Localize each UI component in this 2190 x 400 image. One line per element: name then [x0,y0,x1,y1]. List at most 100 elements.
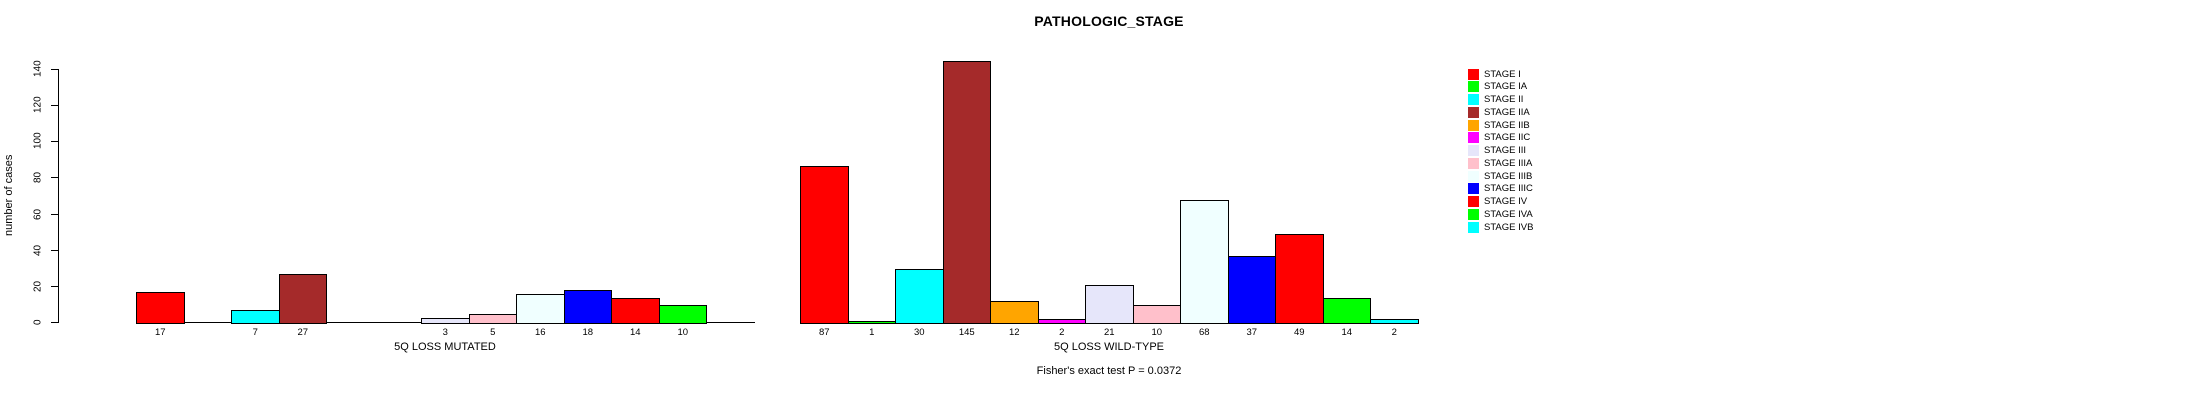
y-tick [51,322,58,323]
bar-value-label: 30 [913,327,925,338]
y-axis-line [58,69,59,323]
y-tick-label: 60 [32,208,44,220]
bar-stage-iiib [516,294,565,324]
legend-label: STAGE IIA [1484,106,1530,118]
bar-stage-iiia [468,314,517,324]
bar-value-label: 10 [1151,327,1163,338]
legend-label: STAGE IVB [1484,221,1534,233]
bar-value-label: 10 [677,327,689,338]
bar-stage-iii [421,318,470,324]
fisher-test-note: Fisher's exact test P = 0.0372 [1036,365,1182,377]
bar-value-label: 27 [297,327,309,338]
bar-value-label: 68 [1198,327,1210,338]
legend-swatch [1468,106,1479,118]
y-tick [51,250,58,251]
bar-value-label: 12 [1008,327,1020,338]
y-tick-label: 40 [32,244,44,256]
legend-item: STAGE IIA [1468,106,1530,118]
legend-swatch [1468,170,1479,182]
legend-item: STAGE IV [1468,196,1527,208]
legend-label: STAGE IIIB [1484,170,1533,182]
legend-item: STAGE IIIB [1468,170,1532,182]
chart-title: PATHOLOGIC_STAGE [1034,13,1184,29]
legend-item: STAGE IIIA [1468,157,1532,169]
x-axis-label-mutated: 5Q LOSS MUTATED [394,341,496,353]
bar-value-label: 2 [1391,327,1397,338]
legend-item: STAGE I [1468,68,1521,80]
bar-stage-iv [611,298,660,324]
bar-value-label: 87 [818,327,830,338]
legend-swatch [1468,208,1479,220]
bar-stage-iic [1037,319,1086,324]
y-tick [51,214,58,215]
legend-item: STAGE IIC [1468,132,1530,144]
y-tick [51,286,58,287]
bar-stage-iia [278,274,327,324]
y-tick-label: 120 [32,96,44,114]
x-axis-label-wildtype: 5Q LOSS WILD-TYPE [1053,341,1165,353]
legend-label: STAGE III [1484,145,1527,157]
bar-stage-ivb [1370,319,1419,324]
bar-stage-iva [658,305,707,324]
legend-label: STAGE IIB [1484,119,1530,131]
legend-swatch [1468,221,1479,233]
legend-item: STAGE IIB [1468,119,1530,131]
legend-swatch [1468,196,1479,208]
bar-value-label: 18 [582,327,594,338]
bar-value-label: 17 [154,327,166,338]
y-tick-label: 140 [32,60,44,78]
bar-stage-iiia [1132,305,1181,324]
y-tick-label: 100 [32,132,44,150]
bar-stage-iiib [1180,200,1229,324]
legend-swatch [1468,81,1479,93]
bar-stage-iic-zero [373,322,422,323]
legend-label: STAGE IIIA [1484,157,1533,169]
legend-label: STAGE IVA [1484,208,1533,220]
y-tick-label: 80 [32,171,44,183]
bar-stage-ii [895,269,944,324]
legend-swatch [1468,94,1479,106]
bar-stage-iv [1275,234,1324,324]
legend-swatch [1468,68,1479,80]
legend-label: STAGE II [1484,94,1524,106]
bar-value-label: 145 [958,327,975,338]
legend-item: STAGE II [1468,94,1523,106]
legend-item: STAGE IA [1468,81,1527,93]
bar-stage-ii [231,310,280,324]
bar-stage-iii [1085,285,1134,324]
y-tick [51,141,58,142]
legend-item: STAGE IIIC [1468,183,1533,195]
legend-label: STAGE IIIC [1484,183,1533,195]
bar-stage-iiic [1227,256,1276,324]
bar-stage-i [800,166,849,324]
bar-value-label: 49 [1293,327,1305,338]
bar-value-label: 14 [1341,327,1353,338]
bar-value-label: 37 [1246,327,1258,338]
bar-value-label: 1 [869,327,875,338]
legend-label: STAGE IV [1484,196,1528,208]
bar-stage-iia [942,61,991,324]
y-tick-label: 0 [32,319,44,325]
bar-value-label: 2 [1059,327,1065,338]
bar-stage-iva [1322,298,1371,324]
bar-value-label: 3 [442,327,448,338]
bar-stage-ia-zero [183,322,232,323]
bar-stage-iiic [563,290,612,324]
legend-swatch [1468,183,1479,195]
bar-value-label: 5 [490,327,496,338]
y-tick [51,105,58,106]
legend-swatch [1468,119,1479,131]
bar-value-label: 16 [534,327,546,338]
legend-item: STAGE IVA [1468,208,1533,220]
legend-swatch [1468,145,1479,157]
legend-label: STAGE IA [1484,81,1528,93]
bar-stage-iib-zero [326,322,375,323]
bar-value-label: 7 [252,327,258,338]
legend-item: STAGE IVB [1468,221,1533,233]
bar-stage-ia [847,321,896,324]
bar-value-label: 21 [1103,327,1115,338]
bar-value-label: 14 [629,327,641,338]
bar-stage-iib [990,301,1039,324]
y-tick [51,177,58,178]
